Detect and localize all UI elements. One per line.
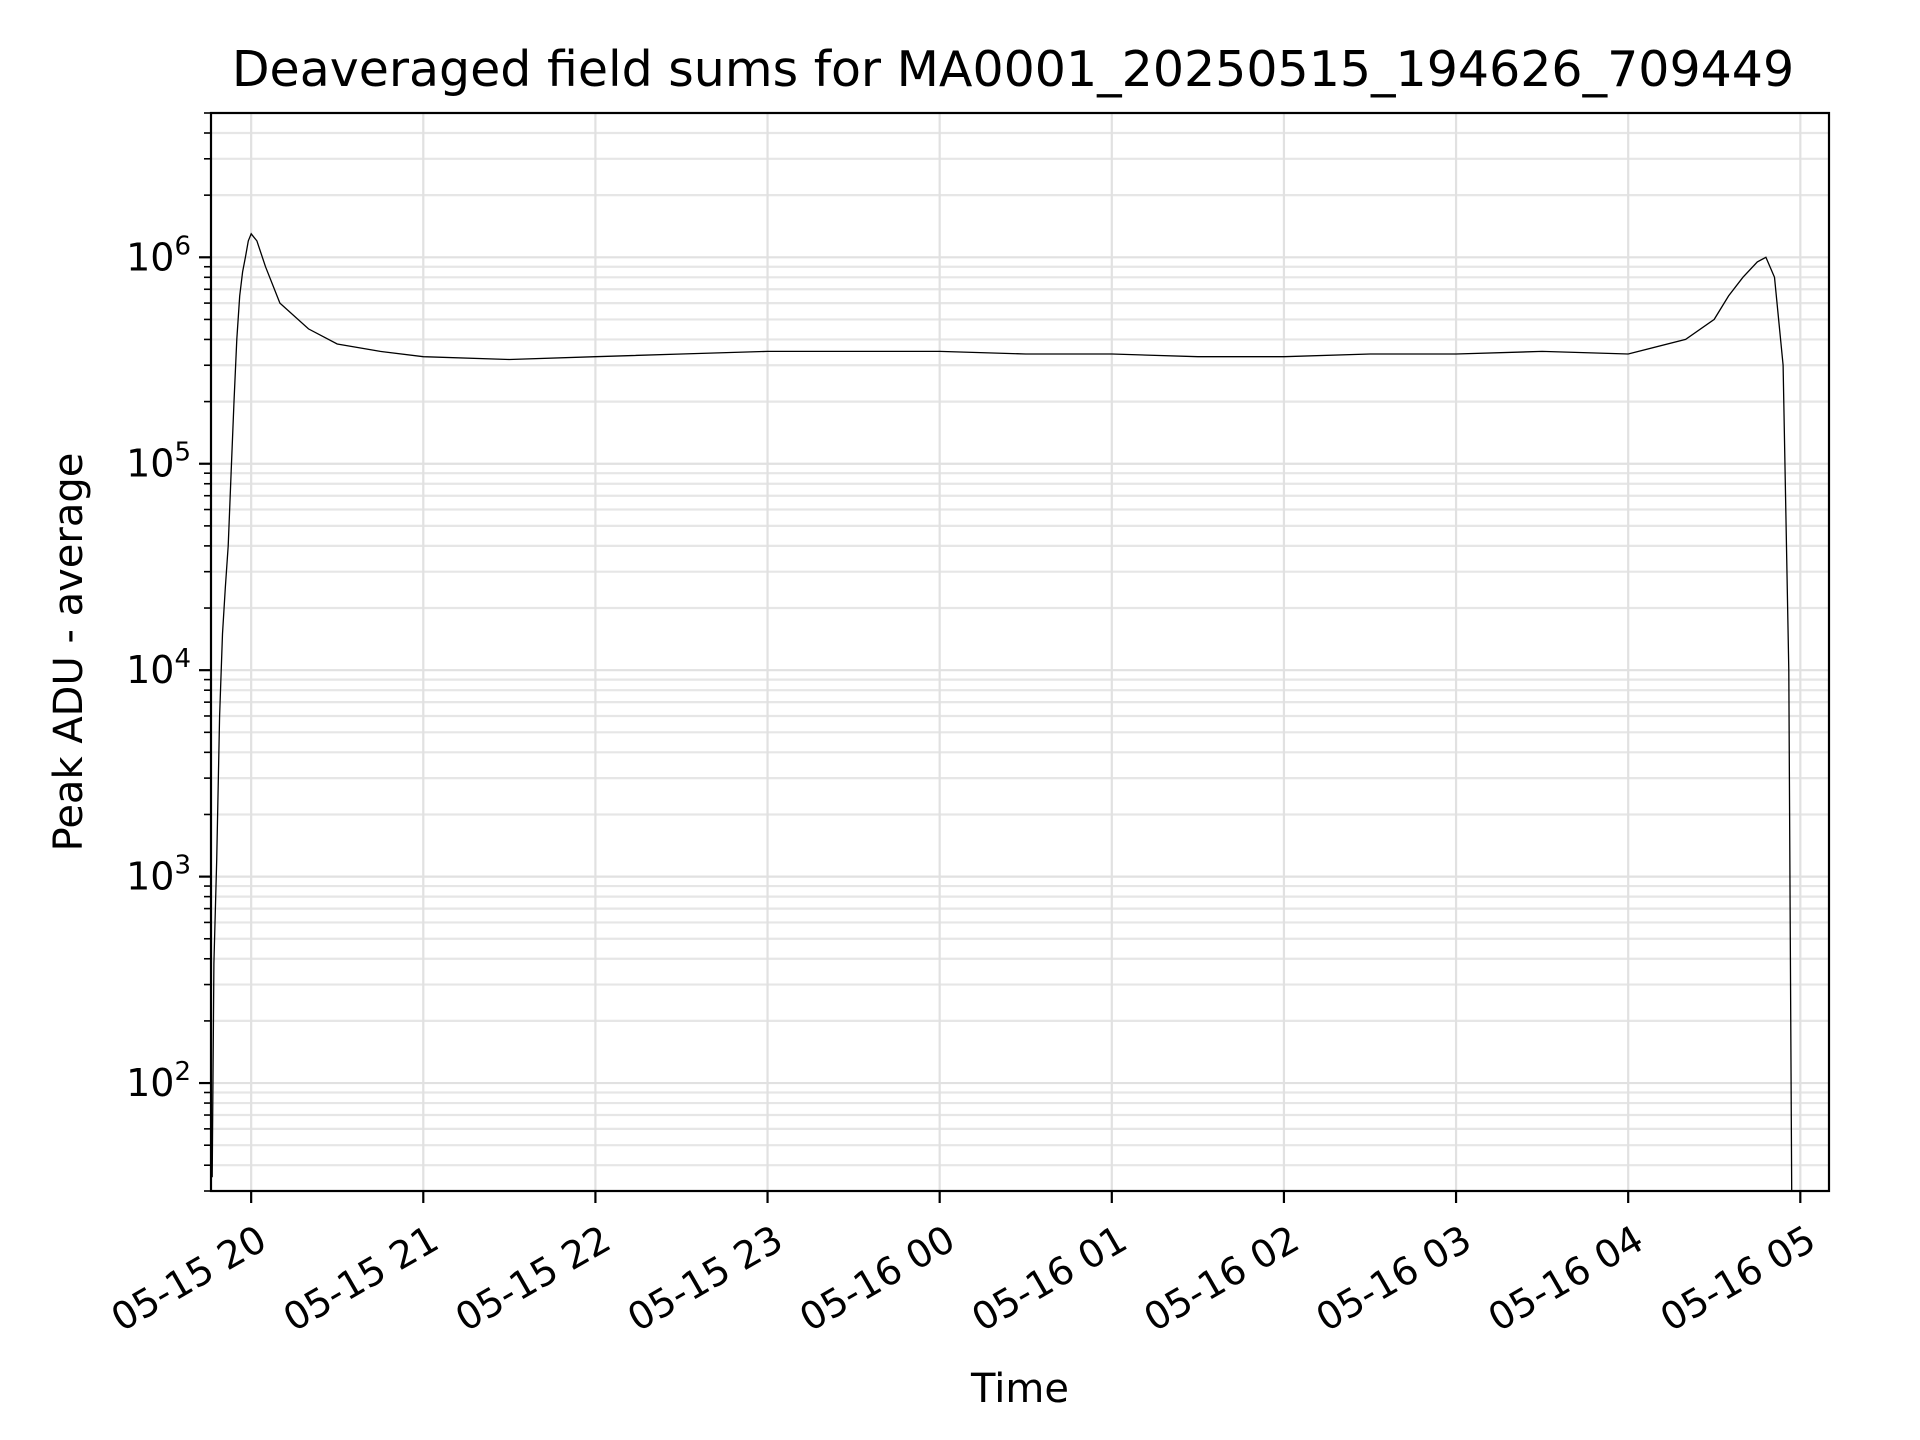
x-axis-label: Time: [970, 1366, 1069, 1412]
y-axis-label: Peak ADU - average: [46, 453, 92, 852]
y-tick-label: 102: [126, 1057, 191, 1105]
plot-area-frame: [209, 111, 1831, 1193]
chart-title: Deaveraged field sums for MA0001_2025051…: [232, 41, 1794, 98]
y-tick-label: 106: [126, 231, 191, 279]
series-line: [211, 232, 1793, 1192]
grid-layer: [211, 111, 1829, 1193]
y-tick-label: 104: [126, 644, 191, 692]
y-tick-label: 105: [126, 438, 191, 486]
y-tick-label: 103: [126, 851, 191, 899]
series-layer: [211, 232, 1793, 1192]
